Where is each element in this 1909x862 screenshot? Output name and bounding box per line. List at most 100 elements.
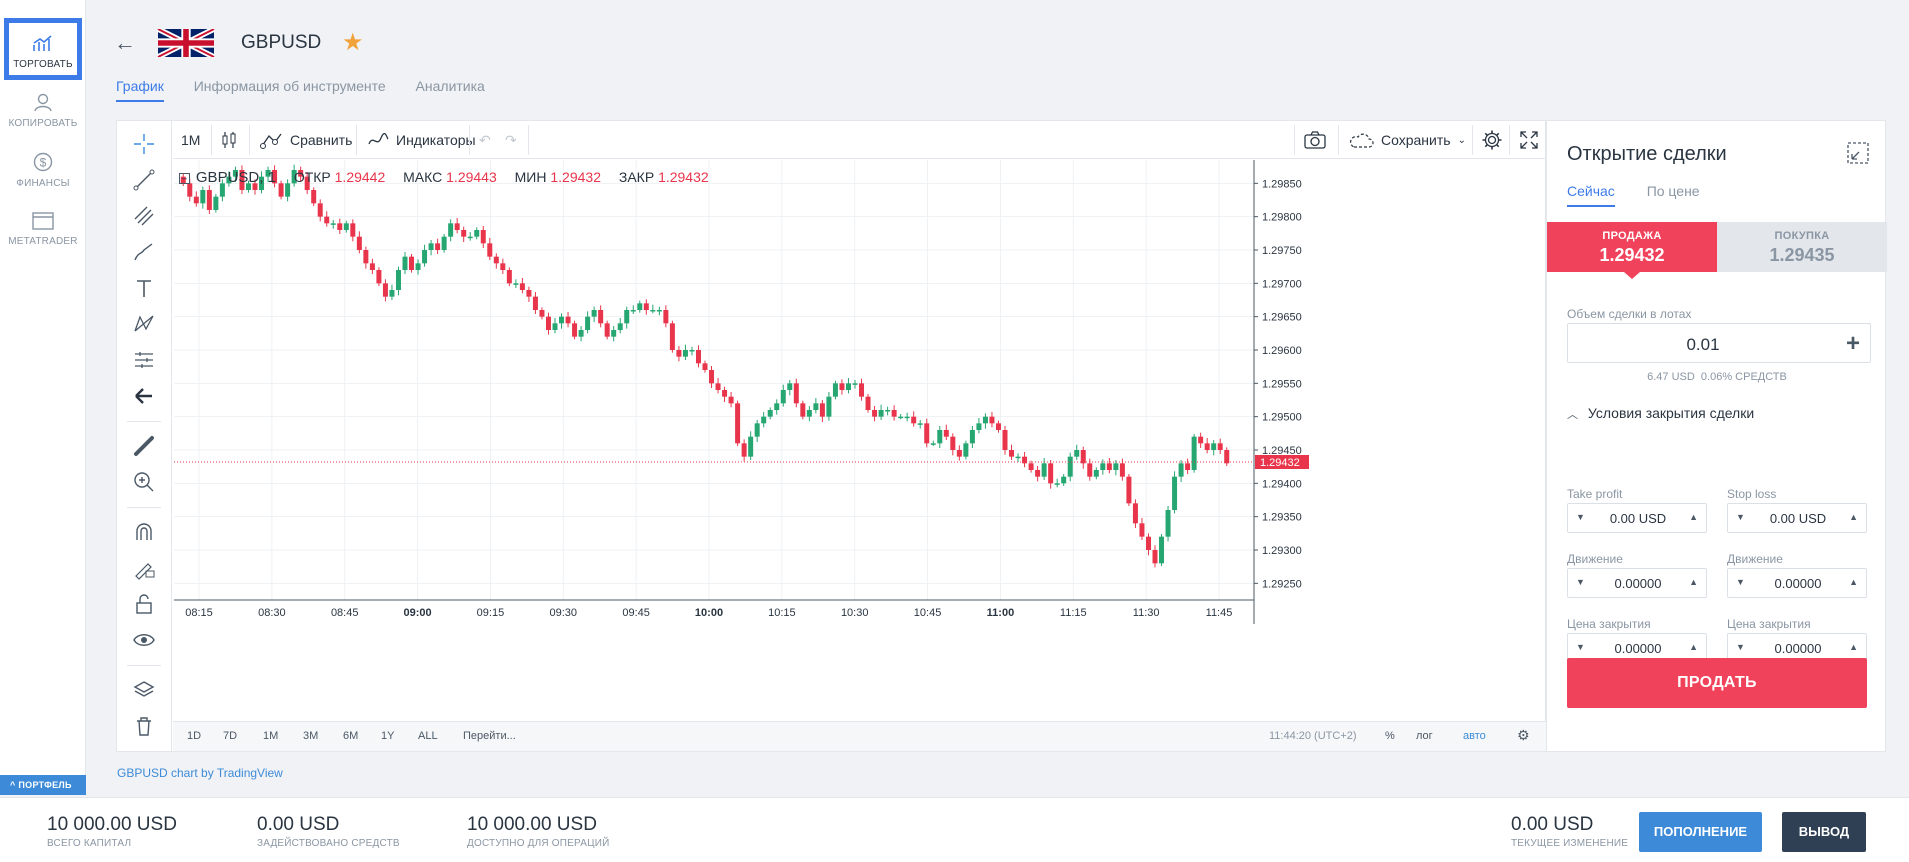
text-tool-icon[interactable] (129, 273, 159, 303)
tab-instrument-info[interactable]: Информация об инструменте (193, 78, 386, 94)
sell-side[interactable]: ПРОДАЖА 1.29432 (1547, 222, 1717, 272)
range-1m[interactable]: 1M (263, 730, 279, 742)
nav-finance[interactable]: $ ФИНАНСЫ (0, 152, 86, 189)
tradingview-credit-link[interactable]: GBPUSD chart by TradingView (117, 766, 283, 780)
candle-body (839, 383, 845, 390)
sell-button[interactable]: ПРОДАТЬ (1567, 658, 1867, 708)
gear-icon[interactable] (1481, 121, 1503, 159)
fullscreen-icon[interactable] (1519, 121, 1539, 159)
take-profit-close-price-field[interactable]: ▼ 0.00000 ▲ (1567, 633, 1707, 663)
tab-now[interactable]: Сейчас (1567, 183, 1615, 207)
goto-date[interactable]: Перейти... (463, 730, 516, 742)
collapse-icon[interactable]: – (179, 173, 190, 184)
candle-body (402, 256, 408, 270)
volume-field[interactable]: 0.01 + (1567, 323, 1871, 363)
candle (995, 420, 1001, 433)
tab-by-price[interactable]: По цене (1646, 183, 1700, 199)
save-button[interactable]: Сохранить ⌄ (1348, 121, 1466, 159)
withdraw-button[interactable]: ВЫВОД (1782, 812, 1866, 852)
candle (878, 404, 884, 420)
chart-settings-icon[interactable]: ⚙ (1517, 727, 1530, 743)
back-arrow-icon[interactable]: ← (114, 30, 136, 55)
screenshot-icon[interactable] (1303, 121, 1327, 159)
nav-trade[interactable]: ТОРГОВАТЬ (4, 18, 82, 80)
range-1d[interactable]: 1D (187, 730, 202, 742)
nav-metatrader[interactable]: METATRADER (0, 212, 86, 247)
increment-icon[interactable]: ▲ (1689, 642, 1698, 652)
crosshair-icon[interactable] (129, 129, 159, 159)
nav-copy[interactable]: КОПИРОВАТЬ (0, 92, 86, 129)
trash-icon[interactable] (129, 711, 159, 741)
candle (1204, 438, 1210, 454)
stop-loss-field[interactable]: ▼ 0.00 USD ▲ (1727, 503, 1867, 533)
log-toggle[interactable]: лог (1416, 730, 1433, 742)
interval-label: 1M (181, 132, 201, 148)
eye-icon[interactable] (129, 625, 159, 655)
magnet-icon[interactable] (129, 517, 159, 547)
take-profit-field[interactable]: ▼ 0.00 USD ▲ (1567, 503, 1707, 533)
increment-icon[interactable]: ▲ (1849, 577, 1858, 587)
candle-body (1093, 470, 1099, 477)
range-6m[interactable]: 6M (343, 730, 359, 742)
indicators-button[interactable]: Индикаторы (367, 121, 476, 159)
tab-analytics[interactable]: Аналитика (415, 78, 485, 94)
brush-icon[interactable] (129, 237, 159, 267)
favorite-star-icon[interactable]: ★ (342, 29, 364, 56)
portfolio-tab[interactable]: ^ ПОРТФЕЛЬ (0, 775, 86, 795)
ruler-icon[interactable] (129, 431, 159, 461)
range-1y[interactable]: 1Y (381, 730, 395, 742)
stop-loss-move-field[interactable]: ▼ 0.00000 ▲ (1727, 568, 1867, 598)
decrement-icon[interactable]: ▼ (1736, 512, 1745, 522)
zoom-in-icon[interactable] (129, 467, 159, 497)
arrow-left-icon[interactable] (129, 381, 159, 411)
dollar-icon: $ (33, 152, 53, 172)
take-profit-move-field[interactable]: ▼ 0.00000 ▲ (1567, 568, 1707, 598)
pattern-tool-icon[interactable] (129, 309, 159, 339)
candle-body (1009, 450, 1015, 457)
decrement-icon[interactable]: ▼ (1576, 577, 1585, 587)
decrement-icon[interactable]: ▼ (1736, 577, 1745, 587)
layers-icon[interactable] (129, 675, 159, 705)
decrement-icon[interactable]: ▼ (1576, 512, 1585, 522)
chart-type-button[interactable] (221, 121, 237, 159)
fib-tool-icon[interactable] (129, 201, 159, 231)
chart-legend: – GBPUSD, 1 ОТКР 1.29442 МАКС 1.29443 МИ… (179, 169, 709, 186)
decrement-icon[interactable]: ▼ (1736, 642, 1745, 652)
range-all[interactable]: ALL (418, 730, 438, 742)
buy-side[interactable]: ПОКУПКА 1.29435 (1717, 222, 1887, 272)
range-7d[interactable]: 7D (223, 730, 238, 742)
close-conditions-toggle[interactable]: ︿ Условия закрытия сделки (1567, 405, 1754, 422)
measure-tool-icon[interactable] (129, 345, 159, 375)
auto-toggle[interactable]: авто (1463, 730, 1486, 742)
increment-icon[interactable]: ▲ (1849, 642, 1858, 652)
redo-icon[interactable]: ↷ (505, 131, 517, 148)
price-chart[interactable]: 1.29850 1.29800 1.29750 1.29700 1.29650 1.296… (174, 160, 1544, 720)
candle-body (826, 396, 832, 417)
compare-button[interactable]: Сравнить (259, 121, 352, 159)
lock-draw-icon[interactable] (129, 553, 159, 583)
decrement-icon[interactable]: ▼ (1576, 642, 1585, 652)
unlock-icon[interactable] (129, 589, 159, 619)
deposit-button[interactable]: ПОПОЛНЕНИЕ (1639, 812, 1762, 852)
candle (1159, 534, 1165, 566)
nav-metatrader-label: METATRADER (8, 236, 78, 247)
plus-icon[interactable]: + (1845, 330, 1860, 357)
x-tick-label: 09:15 (477, 607, 505, 619)
interval-button[interactable]: 1M (181, 121, 200, 159)
candle (1145, 533, 1151, 556)
trend-line-icon[interactable] (129, 165, 159, 195)
candle (1048, 460, 1054, 489)
candle-body (852, 383, 858, 385)
undo-icon[interactable]: ↶ (479, 131, 491, 148)
candle (1093, 467, 1099, 480)
expand-icon[interactable] (1847, 142, 1869, 164)
current-change-value: 0.00 USD (1511, 814, 1594, 835)
increment-icon[interactable]: ▲ (1689, 577, 1698, 587)
candle (630, 305, 636, 314)
percent-toggle[interactable]: % (1385, 730, 1395, 742)
candle-body (539, 310, 545, 317)
increment-icon[interactable]: ▲ (1849, 512, 1858, 522)
range-3m[interactable]: 3M (303, 730, 319, 742)
increment-icon[interactable]: ▲ (1689, 512, 1698, 522)
tab-chart[interactable]: График (116, 78, 164, 102)
